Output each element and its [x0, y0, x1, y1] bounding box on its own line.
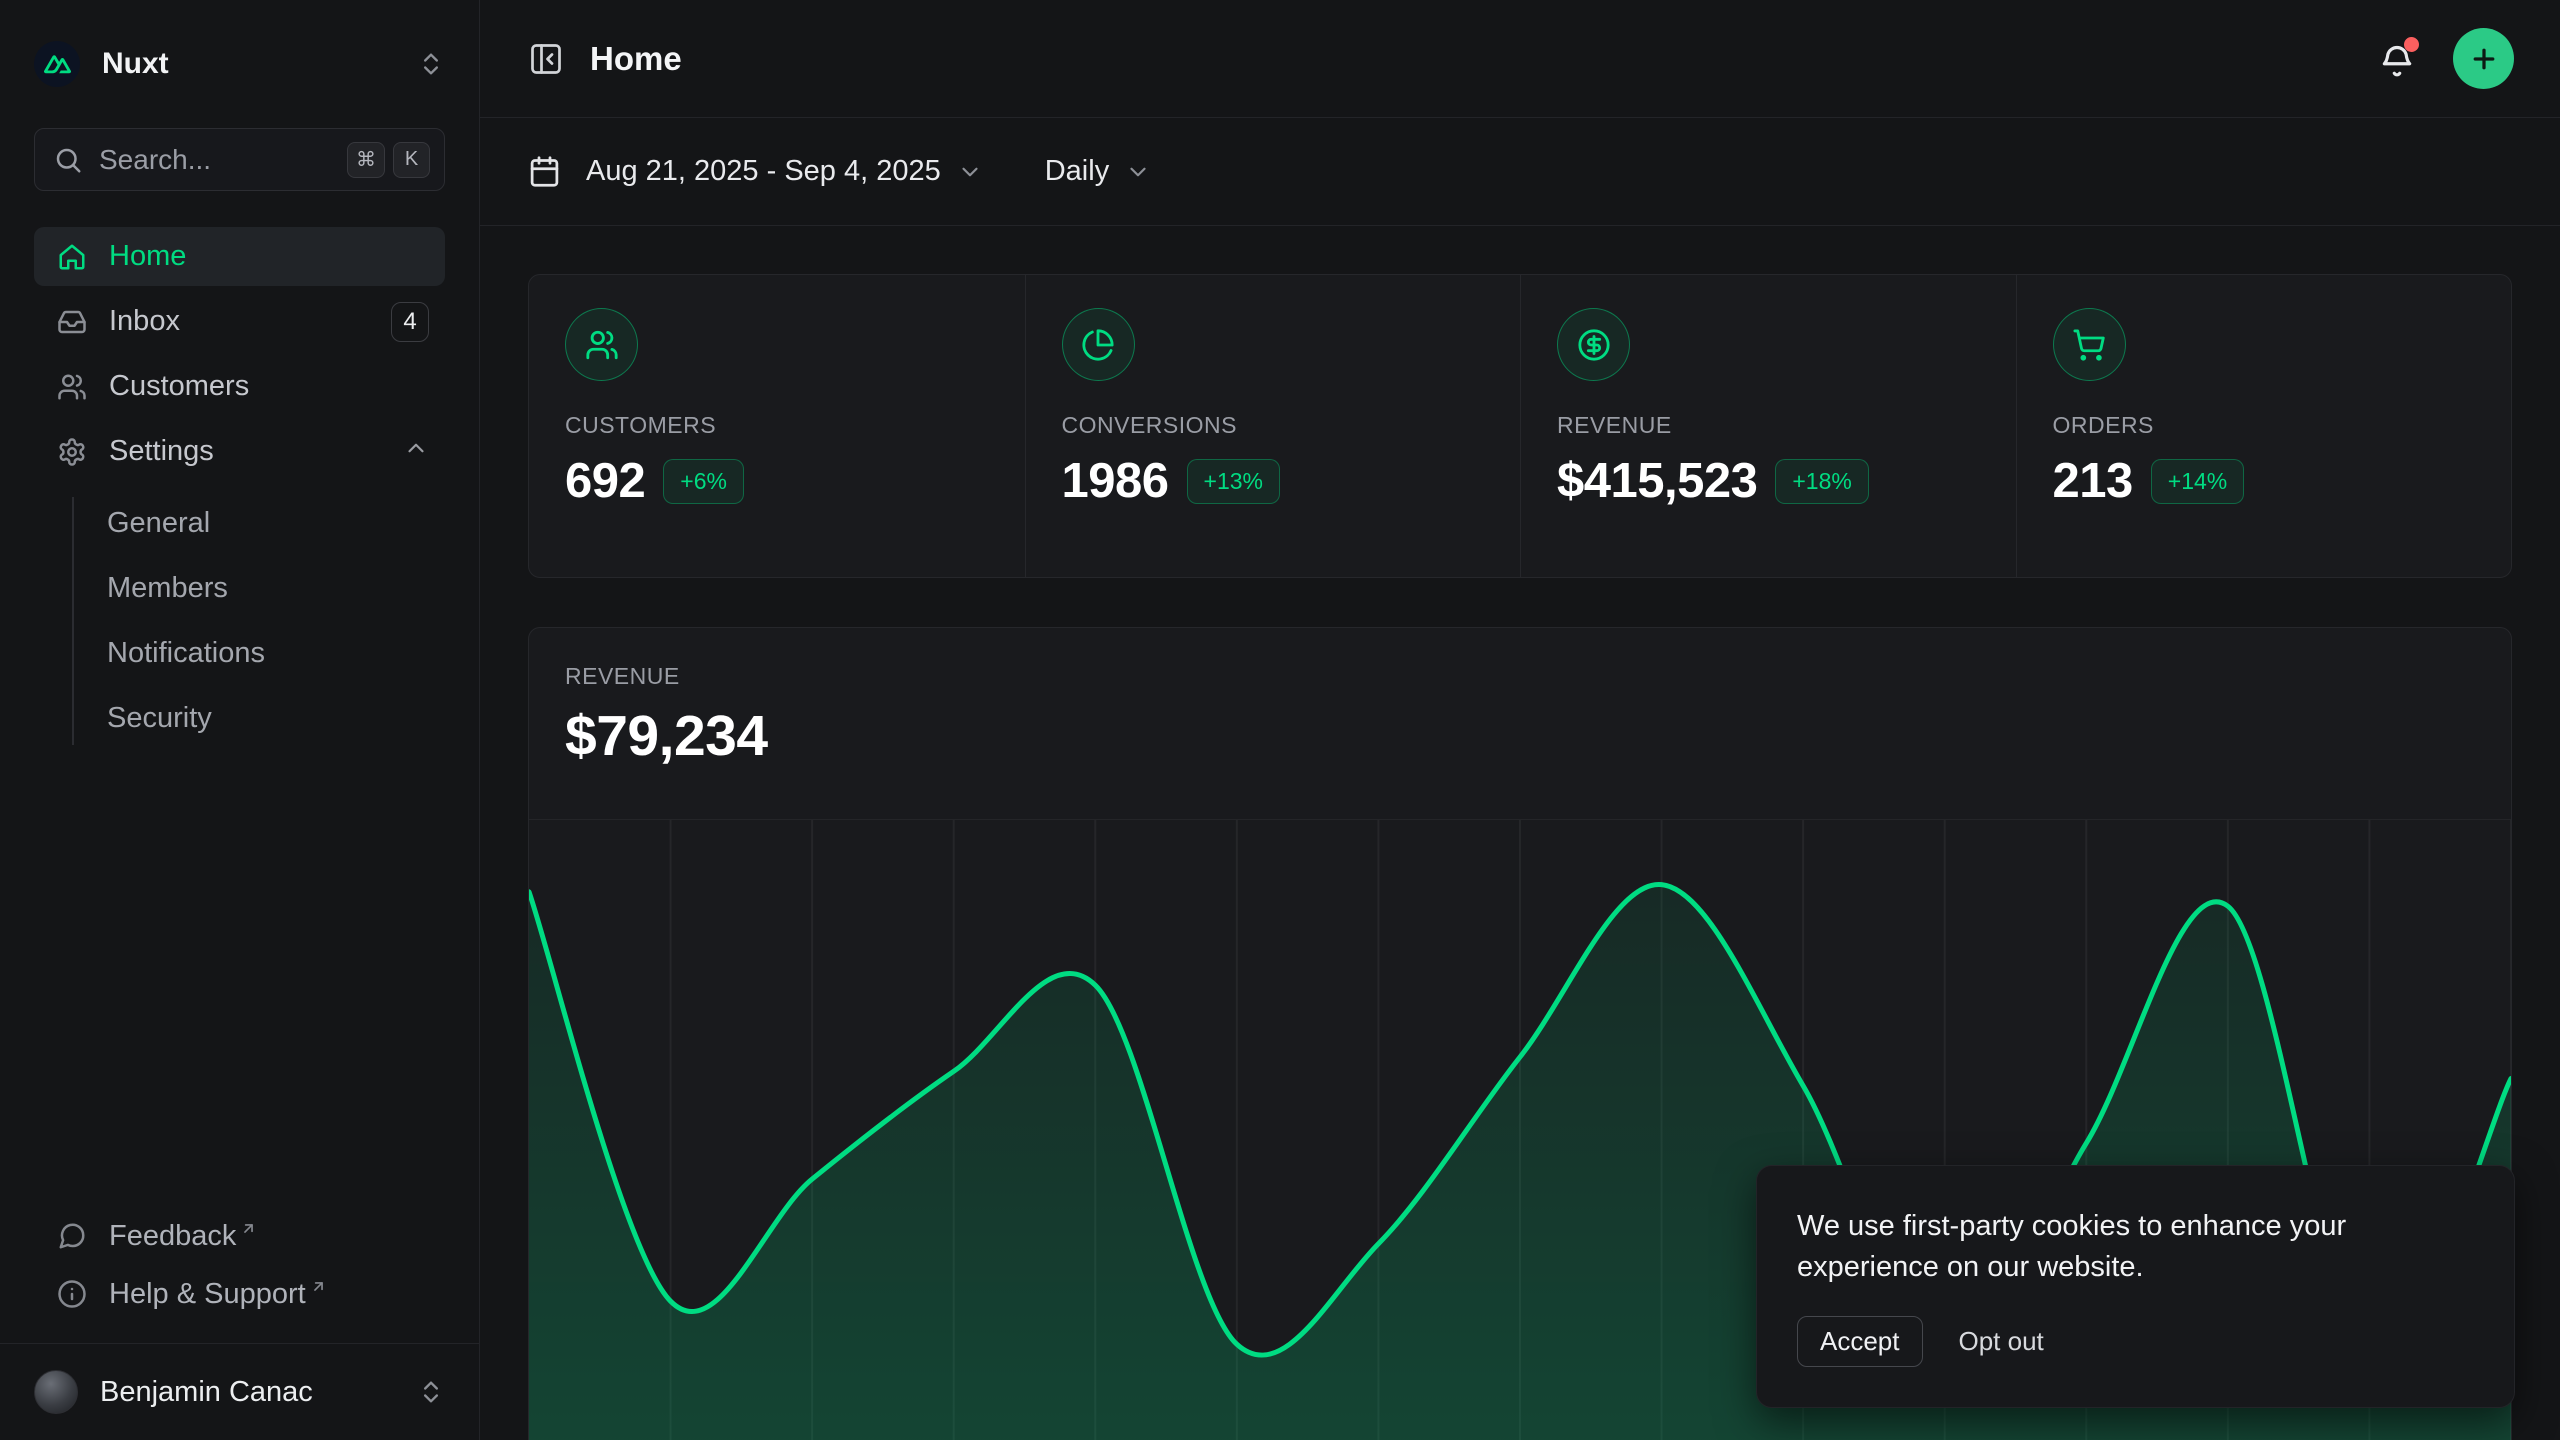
- top-header: Home: [480, 0, 2560, 118]
- stat-label: ORDERS: [2052, 412, 2154, 438]
- sidebar-item-inbox[interactable]: Inbox 4: [34, 292, 445, 351]
- stat-label: CONVERSIONS: [1061, 412, 1237, 438]
- revenue-chart-header: REVENUE $79,234: [529, 628, 2511, 769]
- stat-label: REVENUE: [1557, 412, 1672, 438]
- sidebar-item-customers[interactable]: Customers: [34, 357, 445, 416]
- chevron-up-icon: [403, 435, 429, 469]
- sidebar-item-settings[interactable]: Settings: [34, 422, 445, 481]
- inbox-count-badge: 4: [391, 301, 429, 342]
- notifications-button[interactable]: [2373, 35, 2421, 83]
- stat-value: 692: [565, 454, 646, 508]
- chevrons-up-down-icon: [417, 50, 445, 78]
- users-icon: [56, 372, 88, 402]
- dollar-circle-icon: [1557, 308, 1630, 381]
- optout-cookies-button[interactable]: Opt out: [1959, 1317, 2044, 1366]
- help-support-label: Help & Support: [109, 1277, 306, 1310]
- bell-icon: [2382, 45, 2412, 76]
- notification-dot: [2404, 36, 2419, 52]
- pie-chart-icon: [1061, 308, 1135, 381]
- sidebar-footer-links: Feedback Help & Support: [34, 1207, 445, 1323]
- nuxt-logo-icon: [43, 54, 71, 73]
- gear-icon: [56, 437, 88, 467]
- settings-sub-list: General Members Notifications Security: [34, 491, 445, 751]
- speech-bubble-icon: [56, 1221, 88, 1251]
- stat-value: 213: [2052, 454, 2134, 508]
- stat-label: CUSTOMERS: [565, 412, 717, 438]
- cookie-consent-toast: We use first-party cookies to enhance yo…: [1756, 1165, 2515, 1408]
- sidebar-item-home[interactable]: Home: [34, 227, 445, 286]
- chevron-down-icon: [1125, 159, 1151, 185]
- info-circle-icon: [56, 1279, 88, 1309]
- sidebar-item-members[interactable]: Members: [107, 572, 228, 604]
- sidebar-item-label: Settings: [109, 435, 214, 467]
- shopping-cart-icon: [2052, 308, 2126, 381]
- sidebar-item-label: Home: [109, 240, 187, 272]
- stat-delta-badge: +13%: [1186, 458, 1280, 504]
- stats-row: CUSTOMERS 692 +6% CONVERSIONS 1986 +13%: [528, 274, 2512, 578]
- sidebar-spacer: [34, 751, 445, 1207]
- users-icon: [565, 308, 638, 381]
- kbd-k: K: [393, 141, 430, 178]
- calendar-icon: [530, 156, 559, 187]
- kbd-meta: ⌘: [347, 141, 385, 178]
- cookie-actions: Accept Opt out: [1797, 1316, 2474, 1367]
- chevrons-up-down-icon: [417, 1378, 445, 1406]
- collapse-sidebar-button[interactable]: [528, 41, 564, 77]
- search-input[interactable]: Search... ⌘ K: [34, 128, 445, 191]
- revenue-chart-label: REVENUE: [565, 663, 680, 689]
- sidebar-nav: Home Inbox 4 Customers Settings: [34, 227, 445, 751]
- help-support-link[interactable]: Help & Support: [34, 1265, 445, 1323]
- plus-icon: [2473, 48, 2494, 69]
- workspace-name: Nuxt: [102, 47, 169, 80]
- sidebar-item-label: Customers: [109, 370, 250, 402]
- add-button[interactable]: [2453, 28, 2514, 89]
- date-range-picker[interactable]: Aug 21, 2025 - Sep 4, 2025: [528, 155, 983, 188]
- feedback-link[interactable]: Feedback: [34, 1207, 445, 1265]
- stat-revenue[interactable]: REVENUE $415,523 +18%: [1520, 275, 2016, 577]
- search-icon: [56, 148, 81, 172]
- sidebar-item-notifications[interactable]: Notifications: [107, 637, 265, 669]
- sidebar-item-label: Inbox: [109, 305, 180, 337]
- stat-customers[interactable]: CUSTOMERS 692 +6%: [529, 275, 1025, 577]
- home-icon: [56, 242, 88, 272]
- filter-bar: Aug 21, 2025 - Sep 4, 2025 Daily: [480, 118, 2560, 226]
- chevron-down-icon: [957, 159, 983, 185]
- workspace-selector[interactable]: Nuxt: [34, 40, 445, 88]
- feedback-label: Feedback: [109, 1219, 237, 1252]
- stat-delta-badge: +18%: [1775, 458, 1869, 504]
- search-placeholder: Search...: [99, 143, 212, 175]
- stat-value: 1986: [1061, 454, 1170, 508]
- date-range-value: Aug 21, 2025 - Sep 4, 2025: [586, 155, 941, 187]
- page-title: Home: [590, 39, 682, 77]
- external-link-icon: [240, 1212, 257, 1245]
- main-area: Home Aug 21, 2025 - Sep 4, 2025 Daily: [480, 0, 2560, 1440]
- revenue-chart-total: $79,234: [565, 704, 768, 768]
- nuxt-logo: [34, 41, 80, 87]
- stat-value: $415,523: [1557, 454, 1758, 508]
- panel-left-close-icon: [531, 43, 561, 74]
- user-name: Benjamin Canac: [100, 1375, 313, 1408]
- external-link-icon: [310, 1270, 327, 1303]
- cookie-message: We use first-party cookies to enhance yo…: [1797, 1210, 2347, 1283]
- sidebar-item-general[interactable]: General: [107, 507, 211, 539]
- inbox-icon: [56, 307, 88, 337]
- avatar: [34, 1370, 78, 1414]
- sidebar: Nuxt Search... ⌘ K Home Inbox: [0, 0, 480, 1440]
- stat-delta-badge: +6%: [663, 458, 744, 504]
- stat-conversions[interactable]: CONVERSIONS 1986 +13%: [1024, 275, 1521, 577]
- granularity-value: Daily: [1044, 155, 1110, 187]
- stat-delta-badge: +14%: [2150, 458, 2245, 504]
- user-menu[interactable]: Benjamin Canac: [0, 1343, 479, 1440]
- sidebar-item-security[interactable]: Security: [107, 702, 212, 734]
- stat-orders[interactable]: ORDERS 213 +14%: [2015, 275, 2512, 577]
- granularity-select[interactable]: Daily: [1045, 155, 1151, 188]
- accept-cookies-button[interactable]: Accept: [1797, 1316, 1923, 1367]
- sub-list-rail: [72, 497, 74, 745]
